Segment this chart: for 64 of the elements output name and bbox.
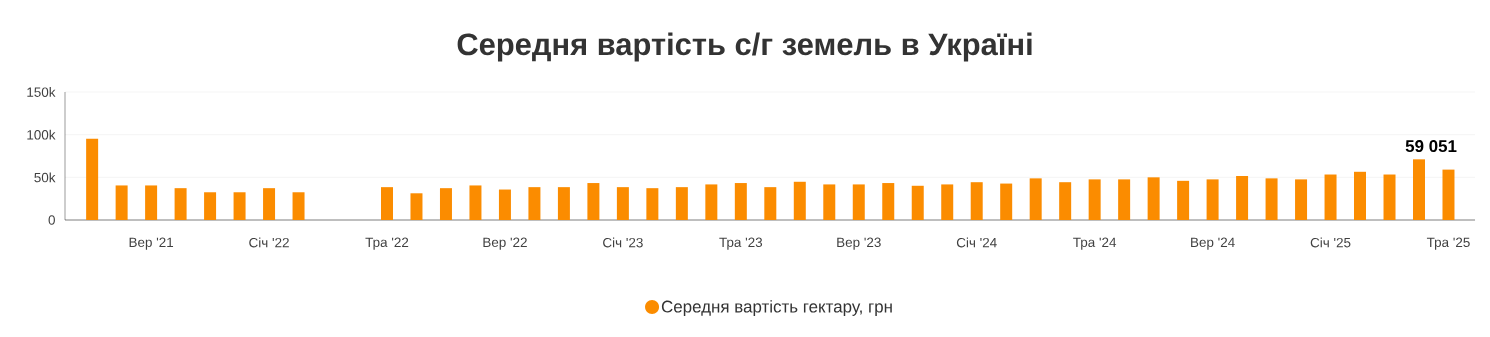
x-tick-label: Тра '25 [1426,237,1470,250]
bar [263,188,276,220]
bar [86,138,99,220]
bar [1088,179,1101,220]
x-tick-label: Січ '22 [249,237,289,248]
y-tick-label: 100k [27,129,56,140]
bar [439,188,452,220]
bar [1000,183,1013,220]
bar [705,184,718,220]
bar [204,192,217,220]
bar [380,187,393,220]
bar [1206,179,1219,220]
x-tick-label: Вер '24 [1191,237,1235,250]
x-tick-label: Вер '21 [129,237,174,250]
bar [764,187,777,220]
bar [823,184,836,220]
bar [675,187,688,220]
bar [498,189,511,220]
bar [852,184,865,220]
bar [1383,174,1396,220]
bar [1354,171,1367,220]
bar [734,183,747,220]
x-tick-label: Тра '23 [719,237,763,250]
y-tick-label: 0 [48,215,55,225]
data-label: 59 051 [1405,140,1457,153]
bar [1265,178,1278,220]
bar [587,183,600,220]
x-tick-label: Тра '24 [1073,237,1117,250]
bar [882,183,895,220]
x-tick-label: Вер '22 [483,237,527,250]
bar [145,185,158,220]
chart-title: Середня вартість с/г земель в Україні [457,32,1032,62]
bar [1059,182,1072,220]
x-tick-label: Тра '22 [365,237,409,250]
x-tick-label: Січ '24 [956,237,997,248]
bar [528,187,541,220]
bar [557,187,570,220]
bar [1236,175,1249,220]
bar [1118,179,1131,220]
bar [941,184,954,220]
y-tick-label: 50k [34,172,56,183]
bar [115,185,128,220]
bar [1029,178,1042,220]
bar [1147,177,1160,220]
bar [911,185,924,220]
bar [793,181,806,220]
bar [233,192,246,220]
bar [410,193,423,220]
bar [646,188,659,220]
bar [970,182,983,220]
bar [1177,180,1190,220]
bar [174,188,187,220]
x-tick-label: Січ '25 [1310,237,1351,248]
bar [292,192,305,220]
bar [1442,169,1455,220]
bar [616,187,629,220]
y-tick-label: 150k [27,87,56,97]
legend-label: Середня вартість гектару, грн [661,300,892,316]
x-tick-label: Січ '23 [603,237,643,248]
x-tick-label: Вер '23 [837,237,881,250]
bar [1324,174,1337,220]
bar [1295,179,1308,220]
bar [1412,159,1425,220]
bar [469,185,482,220]
